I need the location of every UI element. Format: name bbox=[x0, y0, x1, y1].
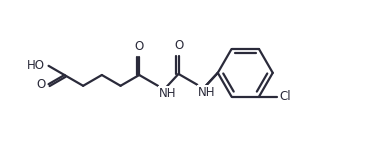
Text: Cl: Cl bbox=[279, 90, 291, 103]
Text: HO: HO bbox=[27, 59, 45, 72]
Text: O: O bbox=[36, 78, 46, 91]
Text: NH: NH bbox=[198, 86, 216, 99]
Text: O: O bbox=[135, 40, 144, 53]
Text: NH: NH bbox=[159, 87, 177, 100]
Text: O: O bbox=[174, 39, 183, 52]
